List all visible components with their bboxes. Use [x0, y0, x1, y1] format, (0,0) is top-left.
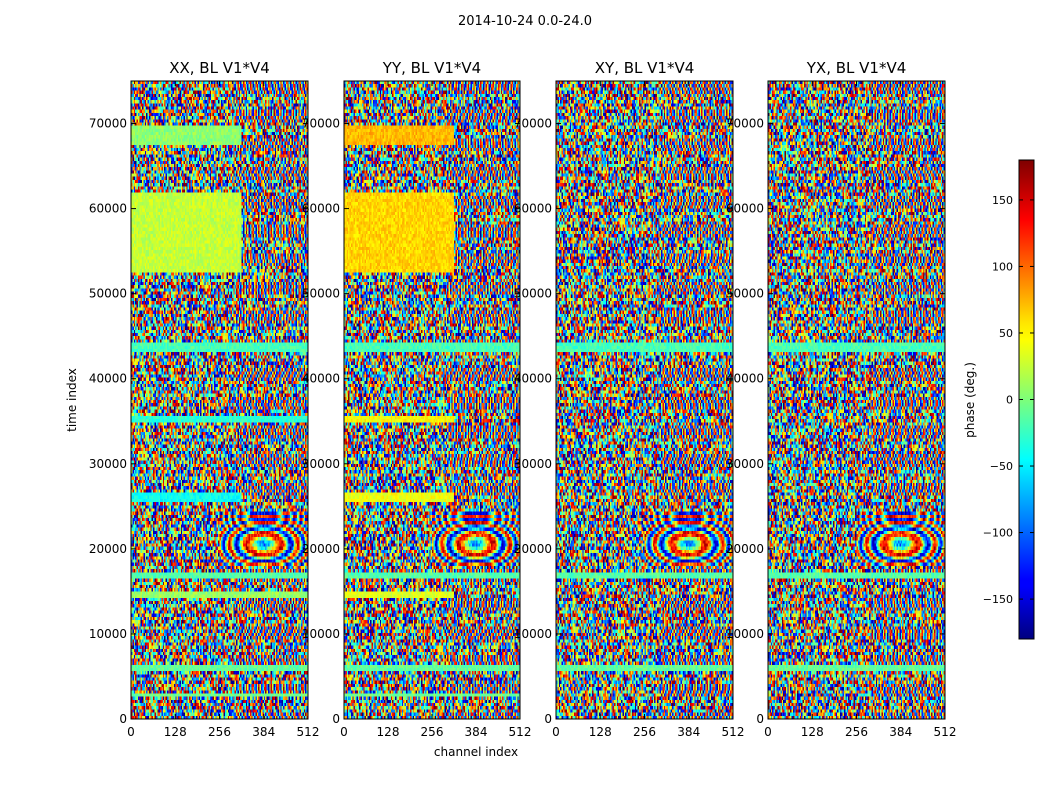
x-ticks-xx: 0 128 256 384 512: [127, 81, 319, 739]
y-tick-label: 20000: [726, 542, 764, 556]
colorbar-tick-label: −100: [983, 527, 1013, 540]
x-ticks-yx: 0 128 256 384 512: [764, 81, 956, 739]
y-tick-label: 70000: [514, 117, 552, 131]
y-tick-label: 40000: [302, 372, 340, 386]
y-tick-label: 10000: [514, 627, 552, 641]
x-tick-label: 128: [589, 725, 612, 739]
x-tick-label: 384: [677, 725, 700, 739]
y-tick-label: 10000: [302, 627, 340, 641]
x-tick-label: 256: [845, 725, 868, 739]
x-tick-label: 256: [421, 725, 444, 739]
y-tick-label: 30000: [726, 457, 764, 471]
heatmap-image-xy: [556, 81, 733, 719]
x-tick-label: 0: [340, 725, 348, 739]
y-tick-label: 0: [544, 712, 552, 726]
y-tick-label: 30000: [514, 457, 552, 471]
colorbar-label: phase (deg.): [963, 362, 977, 438]
y-tick-label: 30000: [89, 457, 127, 471]
x-tick-label: 384: [889, 725, 912, 739]
x-axis-label: channel index: [434, 745, 518, 759]
y-tick-label: 70000: [89, 117, 127, 131]
x-tick-label: 0: [127, 725, 135, 739]
x-ticks-yy: 0 128 256 384 512: [340, 81, 531, 739]
panel-xx: XX, BL V1*V4 0 128 256 384 512 0 10000 20000 30…: [89, 59, 320, 739]
y-tick-label: 60000: [514, 202, 552, 216]
x-tick-label: 128: [164, 725, 187, 739]
x-tick-label: 128: [801, 725, 824, 739]
y-tick-label: 0: [119, 712, 127, 726]
panel-yx: YX, BL V1*V4 0 128 256 384 512 0 10000 20000 30…: [726, 59, 957, 739]
heatmap-image-yx: [768, 81, 945, 719]
colorbar-tick-label: 0: [1006, 394, 1013, 407]
y-tick-label: 20000: [89, 542, 127, 556]
y-tick-label: 60000: [302, 202, 340, 216]
panel-xy: XY, BL V1*V4 0 128 256 384 512 0 10000 20000 30…: [514, 59, 745, 739]
x-tick-label: 256: [208, 725, 231, 739]
figure-title: 2014-10-24 0.0-24.0: [458, 14, 592, 29]
heatmap-image-yy: [344, 81, 520, 719]
y-tick-label: 20000: [302, 542, 340, 556]
y-tick-label: 60000: [726, 202, 764, 216]
panel-title-yy: YY, BL V1*V4: [382, 59, 481, 77]
panel-title-xy: XY, BL V1*V4: [595, 59, 695, 77]
x-tick-label: 512: [722, 725, 745, 739]
x-ticks-xy: 0 128 256 384 512: [552, 81, 744, 739]
y-ticks-yx: 0 10000 20000 30000 40000 50000 60000 70000: [726, 117, 945, 726]
x-tick-label: 384: [465, 725, 488, 739]
y-tick-label: 70000: [302, 117, 340, 131]
colorbar-tick-label: 150: [992, 194, 1013, 207]
y-tick-label: 10000: [726, 627, 764, 641]
y-axis-label: time index: [65, 368, 79, 432]
heatmap-image-xx: [131, 81, 308, 719]
colorbar-tick-label: 50: [999, 327, 1013, 340]
y-tick-label: 70000: [726, 117, 764, 131]
panel-yy: YY, BL V1*V4 0 128 256 384 512 0 10000 20000 30…: [302, 59, 532, 739]
colorbar-tick-label: −50: [990, 460, 1013, 473]
x-tick-label: 0: [764, 725, 772, 739]
colorbar-ticks: 150 100 50 0 −50 −100 −150: [983, 194, 1034, 606]
panel-title-xx: XX, BL V1*V4: [169, 59, 270, 77]
y-tick-label: 10000: [89, 627, 127, 641]
y-tick-label: 30000: [302, 457, 340, 471]
colorbar-tick-label: 100: [992, 260, 1013, 273]
x-tick-label: 128: [377, 725, 400, 739]
y-tick-label: 0: [756, 712, 764, 726]
x-tick-label: 512: [509, 725, 532, 739]
y-ticks-xx: 0 10000 20000 30000 40000 50000 60000 70000: [89, 117, 308, 726]
y-tick-label: 40000: [514, 372, 552, 386]
y-tick-label: 50000: [726, 287, 764, 301]
y-tick-label: 50000: [514, 287, 552, 301]
x-tick-label: 384: [252, 725, 275, 739]
y-tick-label: 20000: [514, 542, 552, 556]
x-tick-label: 512: [934, 725, 957, 739]
y-tick-label: 0: [332, 712, 340, 726]
y-ticks-xy: 0 10000 20000 30000 40000 50000 60000 70000: [514, 117, 733, 726]
y-ticks-yy: 0 10000 20000 30000 40000 50000 60000 70000: [302, 117, 520, 726]
y-tick-label: 50000: [89, 287, 127, 301]
y-tick-label: 50000: [302, 287, 340, 301]
y-tick-label: 60000: [89, 202, 127, 216]
colorbar-tick-label: −150: [983, 593, 1013, 606]
y-tick-label: 40000: [89, 372, 127, 386]
colorbar: 150 100 50 0 −50 −100 −150 phase (deg.): [963, 159, 1035, 640]
x-tick-label: 256: [633, 725, 656, 739]
x-tick-label: 0: [552, 725, 560, 739]
x-tick-label: 512: [297, 725, 320, 739]
y-tick-label: 40000: [726, 372, 764, 386]
panel-title-yx: YX, BL V1*V4: [806, 59, 907, 77]
